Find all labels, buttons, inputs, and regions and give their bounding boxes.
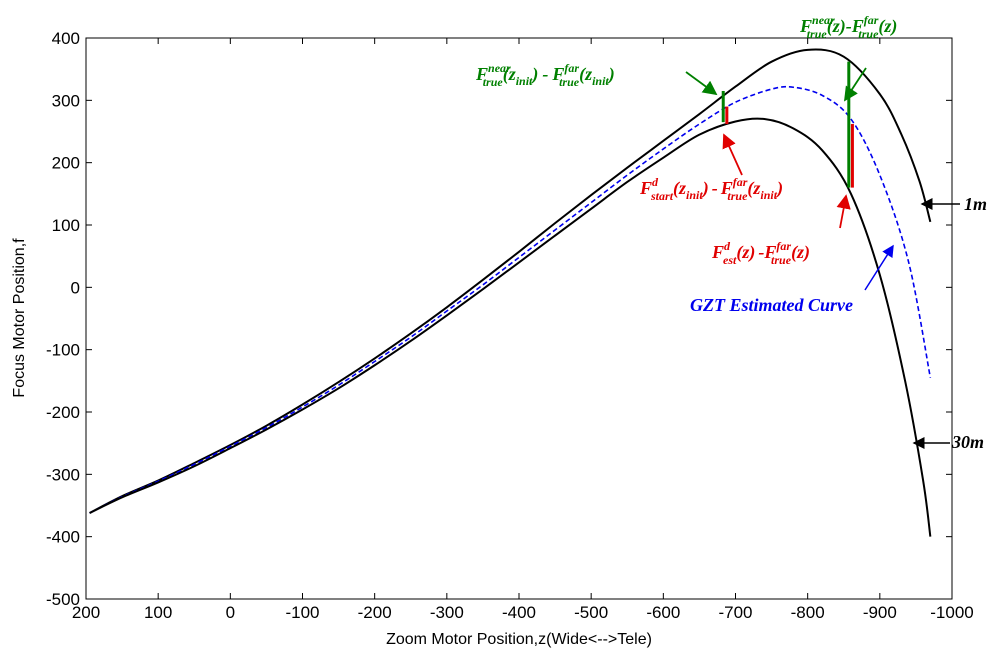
anno-green-left-base2: F: [551, 64, 564, 84]
x-tick-label: -800: [791, 603, 825, 622]
anno-red-est-base1: F: [711, 242, 724, 262]
y-tick-label: 100: [52, 216, 80, 235]
series-line-gzt-estimated-curve: [89, 85, 932, 514]
anno-green-left-sup1: near: [488, 61, 511, 75]
y-tick-label: 200: [52, 154, 80, 173]
x-tick-label: -400: [502, 603, 536, 622]
marker-layer: [721, 61, 854, 188]
x-axis-label: Zoom Motor Position,z(Wide<-->Tele): [386, 631, 652, 648]
y-axis-ticks: 400 300 200 100 0 -100 -200 -300 -400 -500: [46, 29, 952, 609]
anno-red-est-base2: F: [763, 242, 776, 262]
label-gzt: GZT Estimated Curve: [690, 295, 853, 315]
anno-red-start-argsub: init: [686, 188, 703, 202]
y-tick-label: -400: [46, 528, 80, 547]
y-tick-label: 400: [52, 29, 80, 48]
x-tick-label: -700: [718, 603, 752, 622]
anno-red-est-arg1: (z): [736, 242, 755, 263]
x-tick-label: 100: [144, 603, 172, 622]
anno-green-left-sub1: true: [483, 75, 504, 89]
anno-red-est-sep: -: [758, 242, 764, 262]
anno-red-start-base1: F: [639, 178, 652, 198]
annotation-green-top: Fnear true(z)-Ffar true(z): [799, 13, 897, 41]
anno-red-start-sub1: start: [650, 189, 674, 203]
y-tick-label: -500: [46, 590, 80, 609]
annotation-green-left: Fnear true(zinit) - Ffar true(zinit): [475, 61, 615, 89]
x-tick-label: -500: [574, 603, 608, 622]
anno-red-start-sup1: d: [652, 175, 659, 189]
anno-green-top-sub1: true: [807, 27, 828, 41]
anno-green-left-sep: -: [542, 64, 548, 84]
anno-red-start-arg2sub: init: [760, 188, 777, 202]
x-tick-label: -1000: [930, 603, 973, 622]
anno-green-left-arg2post: ): [607, 64, 615, 85]
anno-green-left-argsub: init: [516, 74, 533, 88]
anno-green-top-sep: -: [846, 16, 852, 36]
label-1m: 1m: [964, 194, 987, 214]
x-tick-label: 200: [72, 603, 100, 622]
anno-red-start-sub2: true: [727, 189, 748, 203]
annotation-red-start: Fd start(zinit) - Ffar true(zinit): [639, 175, 783, 203]
y-tick-label: -300: [46, 465, 80, 484]
series-layer: [89, 48, 932, 537]
anno-green-top-arg1: (z): [827, 16, 846, 37]
anno-red-start-sep: -: [712, 178, 718, 198]
anno-green-left-argpre: (z: [503, 64, 516, 85]
anno-green-left-sup2: far: [564, 61, 579, 75]
anno-red-start-sup2: far: [733, 175, 748, 189]
anno-green-top-sup1: near: [812, 13, 835, 27]
anno-red-start-argpost: ): [701, 178, 709, 199]
x-tick-label: -600: [646, 603, 680, 622]
y-axis-label: Focus Motor Position,f: [11, 238, 28, 398]
y-tick-label: 300: [52, 91, 80, 110]
anno-red-start-argpre: (z: [673, 178, 686, 199]
x-tick-label: -300: [430, 603, 464, 622]
arrow-red-start: [722, 133, 743, 176]
anno-green-left-arg2pre: (z: [579, 64, 592, 85]
anno-green-top-base2: F: [851, 16, 864, 36]
anno-green-left-arg2sub: init: [592, 74, 609, 88]
arrow-gzt: [864, 244, 894, 291]
arrow-green-top: [844, 67, 867, 102]
anno-green-left-base1: F: [475, 64, 488, 84]
x-tick-label: -100: [285, 603, 319, 622]
anno-red-start-arg2post: ): [775, 178, 783, 199]
arrow-red-est: [836, 194, 851, 229]
anno-red-est-arg2: (z): [791, 242, 810, 263]
x-axis-ticks: 200 100 0 -100 -200 -300 -400 -500 -600 -700 -800 -…: [72, 38, 974, 622]
series-line-1m: [89, 48, 932, 514]
y-tick-label: 0: [71, 278, 80, 297]
anno-red-start-arg2pre: (z: [747, 178, 760, 199]
x-tick-label: 0: [226, 603, 235, 622]
anno-red-est-sup1: d: [724, 239, 731, 253]
anno-green-left-sub2: true: [559, 75, 580, 89]
anno-red-est-sub1: est: [723, 253, 737, 267]
anno-green-left-argpost: ): [530, 64, 538, 85]
series-line-30m: [89, 117, 932, 537]
plot-area: [85, 37, 953, 600]
y-tick-label: -100: [46, 341, 80, 360]
anno-green-top-base1: F: [799, 16, 812, 36]
anno-red-est-sub2: true: [771, 253, 792, 267]
x-tick-label: -200: [358, 603, 392, 622]
anno-red-est-sup2: far: [776, 239, 791, 253]
annotation-red-est: Fd est(z) -Ffar true(z): [711, 239, 810, 267]
anno-green-top-arg2: (z): [878, 16, 897, 37]
anno-green-top-sub2: true: [858, 27, 879, 41]
anno-red-start-base2: F: [720, 178, 733, 198]
x-tick-label: -900: [863, 603, 897, 622]
arrow-green-left: [685, 71, 718, 96]
anno-green-top-sup2: far: [864, 13, 879, 27]
y-tick-label: -200: [46, 403, 80, 422]
label-30m: 30m: [951, 432, 984, 452]
